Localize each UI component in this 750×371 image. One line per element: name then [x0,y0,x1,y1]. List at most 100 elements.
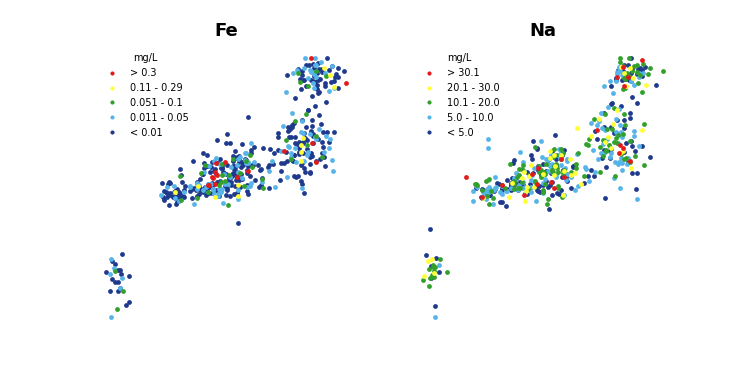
Point [190,186,202,192]
Point [317,144,329,150]
Point [214,178,226,184]
Point [626,170,638,176]
Point [298,78,310,83]
Point [238,156,250,162]
Point [615,103,627,109]
Point [476,195,488,201]
Point [477,196,489,201]
Point [233,156,245,162]
Point [541,178,553,184]
Point [217,161,229,167]
Point [617,149,629,155]
Point [193,185,205,191]
Point [548,152,560,158]
Point [429,264,441,270]
Point [572,125,584,131]
Point [158,194,170,200]
Point [616,134,628,139]
Point [500,203,512,209]
Point [514,150,526,155]
Point [232,187,244,193]
Point [170,194,182,200]
Point [226,163,238,169]
Point [168,183,180,189]
Point [228,163,240,169]
Point [476,187,488,193]
Point [610,116,622,122]
Point [546,169,558,175]
Point [572,150,584,156]
Point [238,183,250,188]
Point [526,171,538,177]
Point [503,186,515,192]
Point [558,167,570,173]
Point [196,171,208,177]
Point [608,121,619,127]
Point [599,139,611,145]
Point [610,74,622,80]
Point [280,137,292,143]
Point [535,172,547,178]
Point [510,176,522,182]
Point [197,188,209,194]
Point [521,184,533,190]
Point [170,194,182,200]
Point [602,136,613,142]
Point [307,133,319,139]
Point [298,135,310,141]
Point [494,199,506,205]
Point [589,116,601,122]
Point [275,160,287,166]
Point [597,141,609,147]
Point [238,157,250,163]
Point [591,127,603,133]
Point [266,158,278,164]
Point [174,191,186,197]
Point [211,172,223,178]
Point [200,186,211,192]
Title: Fe: Fe [214,22,238,40]
Point [123,299,135,305]
Point [272,147,284,153]
Point [480,196,492,202]
Point [521,168,533,174]
Point [109,261,121,267]
Point [540,156,552,162]
Point [176,179,188,185]
Point [614,185,626,191]
Point [211,193,223,199]
Point [289,120,301,126]
Point [556,150,568,155]
Point [109,279,121,285]
Point [278,160,290,166]
Point [634,66,646,72]
Point [618,125,630,131]
Point [290,67,302,73]
Point [544,152,556,158]
Point [285,156,297,162]
Point [194,187,206,193]
Point [209,181,221,187]
Point [184,184,196,190]
Point [583,142,595,148]
Point [292,149,304,155]
Point [230,173,242,179]
Point [190,180,202,186]
Point [178,189,190,195]
Point [108,265,120,271]
Point [302,142,313,148]
Point [226,172,238,178]
Point [226,164,238,170]
Point [205,181,217,187]
Point [230,148,242,154]
Point [510,176,522,182]
Point [565,185,577,191]
Point [209,194,221,200]
Point [295,142,307,148]
Point [296,72,308,78]
Point [604,144,616,150]
Point [606,100,618,106]
Point [522,185,534,191]
Point [202,163,214,169]
Point [299,55,311,61]
